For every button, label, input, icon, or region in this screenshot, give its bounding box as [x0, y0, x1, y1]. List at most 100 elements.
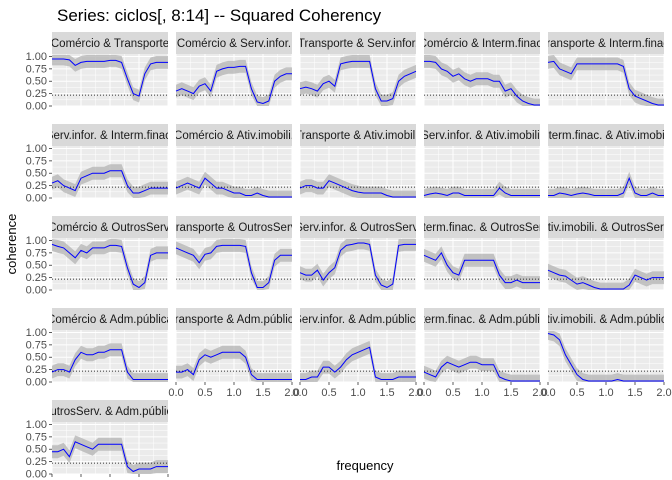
x-tick-label: 1.5 — [379, 387, 394, 399]
strip-background — [300, 216, 416, 238]
facet-panel: Interm.finac. & OutrosServ. — [413, 216, 551, 291]
facet-panel: Transporte & Interm.finac. — [540, 32, 672, 107]
x-tick-label: 0.5 — [197, 387, 212, 399]
confidence-band — [52, 239, 168, 290]
x-tick-label: 2.0 — [532, 387, 547, 399]
coherence-line — [52, 58, 168, 97]
strip-label: Ativ.imobili. & OutrosServ. — [540, 222, 672, 234]
facet-panel: Ativ.imobili. & OutrosServ. — [540, 216, 672, 291]
strip-background — [52, 124, 168, 146]
x-tick-label: 0.5 — [445, 387, 460, 399]
coherence-line — [547, 60, 664, 106]
confidence-band — [424, 55, 540, 106]
coherence-line — [423, 361, 540, 382]
facet-panel: Transporte & Adm.pública 0.0 0.5 1.0 1.5 2.0 — [168, 308, 300, 399]
strip-background — [548, 308, 664, 330]
x-tick-label: 0.0 — [416, 387, 431, 399]
y-tick-label: 0.25 — [26, 272, 47, 284]
facet-panel: Interm.finac. & Ativ.imobili. — [539, 124, 672, 199]
coherence-line — [51, 349, 168, 380]
coherence-line — [299, 180, 416, 198]
facet-panel: Ativ.imobili. & Adm.pública 0.0 0.5 1.0 1.5 2… — [540, 308, 672, 399]
coherence-line — [51, 243, 168, 289]
x-tick-label: 0.0 — [168, 387, 183, 399]
confidence-band — [548, 55, 664, 106]
facet-panel: Comércio & OutrosServ. 0.000.250.500.751.… — [26, 216, 169, 297]
confidence-band — [548, 263, 664, 290]
y-tick-label: 0.00 — [26, 377, 47, 389]
y-tick-label: 0.00 — [26, 285, 47, 297]
strip-label: Serv.infor. & Ativ.imobili. — [421, 130, 543, 142]
coherence-line — [175, 177, 292, 198]
y-tick-label: 0.75 — [26, 63, 47, 75]
x-axis-title: frequency — [336, 458, 394, 473]
strip-background — [52, 400, 168, 422]
x-tick-label: 1.0 — [474, 387, 489, 399]
strip-background — [176, 216, 292, 238]
confidence-band — [176, 239, 292, 290]
x-tick-label: 0.0 — [292, 387, 307, 399]
x-tick-label: 2.0 — [284, 387, 299, 399]
x-tick-label: 1.0 — [350, 387, 365, 399]
y-tick-label: 0.50 — [26, 168, 47, 180]
strip-label: Comércio & Serv.infor. — [177, 38, 291, 50]
x-tick-label: 1.0 — [598, 387, 613, 399]
strip-background — [300, 124, 416, 146]
y-tick-label: 0.00 — [26, 101, 47, 113]
facet-panel: Transporte & OutrosServ. — [169, 216, 299, 291]
facet-panel: Serv.infor. & OutrosServ. — [299, 216, 417, 291]
strip-background — [52, 32, 168, 54]
coherence-line — [176, 351, 292, 380]
y-tick-label: 1.00 — [26, 51, 47, 63]
strip-label: Transporte & Adm.pública — [168, 314, 300, 326]
coherence-line — [547, 333, 664, 382]
strip-background — [548, 124, 664, 146]
y-tick-label: 0.00 — [26, 469, 47, 480]
y-tick-label: 1.00 — [26, 419, 47, 431]
y-tick-label: 0.50 — [26, 444, 47, 456]
confidence-band — [548, 331, 664, 382]
strip-label: Serv.infor. & Interm.finac. — [46, 130, 174, 142]
coherence-line — [175, 65, 292, 105]
facet-panel: Comércio & Transporte 0.000.250.500.751.0… — [26, 32, 169, 113]
coherence-line — [548, 176, 664, 197]
coherence-line — [424, 60, 540, 106]
coherence-line — [175, 244, 292, 288]
confidence-band — [52, 435, 168, 474]
y-tick-label: 0.75 — [26, 247, 47, 259]
strip-background — [176, 124, 292, 146]
confidence-band — [300, 55, 416, 106]
strip-background — [424, 32, 540, 54]
coherence-line — [299, 60, 417, 102]
y-tick-label: 0.00 — [26, 193, 47, 205]
strip-background — [300, 308, 416, 330]
confidence-band — [300, 239, 416, 290]
y-tick-label: 0.50 — [26, 76, 47, 88]
strip-background — [176, 32, 292, 54]
y-tick-label: 0.75 — [26, 431, 47, 443]
confidence-band — [52, 55, 168, 103]
strip-background — [52, 216, 168, 238]
facet-panel: Transporte & Ativ.imobili. — [295, 124, 421, 199]
facet-panel: Interm.finac. & Adm.pública 0.0 0.5 1.0 1.5 2… — [412, 308, 553, 399]
strip-label: Interm.finac. & Adm.pública — [412, 314, 553, 326]
strip-background — [424, 216, 540, 238]
y-tick-label: 0.25 — [26, 456, 47, 468]
coherence-line — [52, 441, 168, 473]
y-tick-label: 0.25 — [26, 180, 47, 192]
x-tick-label: 1.5 — [503, 387, 518, 399]
y-tick-label: 1.00 — [26, 235, 47, 247]
confidence-band — [300, 340, 416, 382]
coherence-line — [423, 187, 540, 197]
strip-label: Comércio & Ativ.imobili. — [174, 130, 294, 142]
x-tick-label: 2.0 — [408, 387, 423, 399]
strip-label: Transporte & Interm.finac. — [540, 38, 672, 50]
strip-label: Interm.finac. & OutrosServ. — [413, 222, 551, 234]
strip-background — [300, 32, 416, 54]
strip-label: Transporte & Ativ.imobili. — [295, 130, 421, 142]
strip-label: Comércio & Interm.finac. — [419, 38, 546, 50]
x-tick-label: 0.0 — [540, 387, 555, 399]
strip-label: Interm.finac. & Ativ.imobili. — [539, 130, 672, 142]
strip-label: Transporte & OutrosServ. — [169, 222, 299, 234]
confidence-band — [52, 164, 168, 198]
